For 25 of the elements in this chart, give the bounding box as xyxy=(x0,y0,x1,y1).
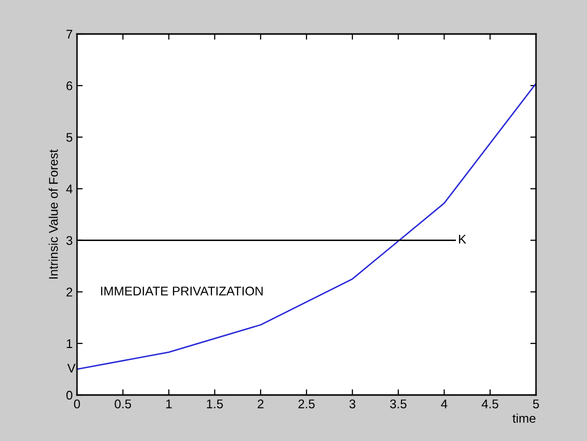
y-tick-label: 7 xyxy=(66,30,72,39)
y-tick-label: 0 xyxy=(66,390,72,400)
y-tick-label: 5 xyxy=(66,133,72,142)
line-series xyxy=(77,82,536,370)
y-tick-label: 4 xyxy=(66,184,72,194)
x-axis-title: time xyxy=(512,414,536,423)
x-tick-label: 4.5 xyxy=(482,400,498,408)
y-tick-label: 1 xyxy=(66,339,72,348)
x-tick-label: 2 xyxy=(258,399,264,408)
y-tick-label: 3 xyxy=(66,236,72,245)
x-tick-label: 3.5 xyxy=(390,399,406,408)
y-axis-title: Intrinsic Value of Forest xyxy=(48,149,58,279)
x-tick-label: 1.5 xyxy=(206,400,223,408)
y-tick-label: 2 xyxy=(66,288,72,296)
series-label: K xyxy=(459,234,466,244)
x-tick-label: 1 xyxy=(166,400,172,408)
x-tick-label: 2.5 xyxy=(298,399,315,408)
x-tick-label: 4 xyxy=(441,400,448,408)
y-tick-label: 6 xyxy=(66,81,72,90)
annotation: V xyxy=(67,364,76,372)
x-tick-label: 0.5 xyxy=(114,399,132,408)
x-tick-label: 0 xyxy=(74,399,80,408)
x-tick-label: 3 xyxy=(349,399,356,408)
annotation: IMMEDIATE PRIVATIZATION xyxy=(101,286,263,296)
x-tick-label: 5 xyxy=(533,400,539,408)
